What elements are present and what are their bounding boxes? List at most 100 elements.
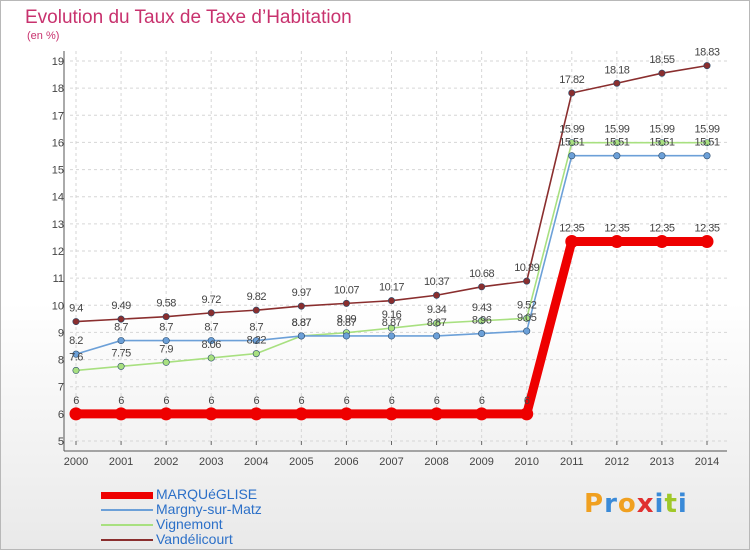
data-point (72, 366, 80, 374)
data-point (613, 139, 621, 147)
legend-item-marqueglise[interactable]: MARQUéGLISE (101, 486, 361, 503)
legend-item-margny-sur-matz[interactable]: Margny-sur-Matz (101, 501, 361, 518)
y-tick-label: 18 (52, 83, 64, 95)
legend-label: Margny-sur-Matz (156, 501, 262, 517)
data-label: 6 (299, 395, 305, 407)
x-tick-label: 2007 (379, 456, 403, 468)
data-point (568, 152, 576, 160)
data-label: 7.6 (69, 351, 83, 363)
x-tick-label: 2010 (514, 456, 538, 468)
data-label: 8.7 (114, 322, 128, 334)
data-label: 10.68 (469, 268, 494, 280)
data-label: 6 (118, 395, 124, 407)
data-label: 12.35 (604, 223, 629, 235)
x-tick-label: 2005 (289, 456, 313, 468)
logo-letter: x (636, 489, 655, 519)
data-label: 8.99 (337, 314, 357, 326)
data-point (387, 332, 395, 340)
data-point (520, 407, 534, 421)
data-point (339, 407, 353, 421)
data-point (658, 152, 666, 160)
data-labels: 6 6 6 6 6 6 6 6 6 6 6 12.35 12.35 12.35 12.35 8.2 8.7 8.7… (69, 47, 720, 407)
data-label: 8.87 (292, 317, 312, 329)
data-label: 6 (253, 395, 259, 407)
x-tick-label: 2001 (109, 456, 133, 468)
y-axis-unit: (en %) (27, 30, 60, 42)
data-label: 8.7 (159, 322, 173, 334)
y-tick-label: 9 (58, 327, 64, 339)
data-point (252, 337, 260, 345)
legend-label: Vignemont (156, 516, 223, 532)
data-point (703, 152, 711, 160)
data-point (475, 407, 489, 421)
data-point (114, 407, 128, 421)
data-point (433, 319, 441, 327)
data-label: 10.17 (379, 282, 404, 294)
data-label: 8.7 (204, 322, 218, 334)
data-point (69, 407, 83, 421)
data-label: 9.4 (69, 303, 83, 315)
data-point (613, 79, 621, 87)
y-tick-label: 13 (52, 219, 64, 231)
y-tick-label: 12 (52, 246, 64, 258)
data-label: 9.16 (382, 309, 402, 321)
data-label: 15.99 (559, 124, 584, 136)
data-point (207, 354, 215, 362)
legend-swatch (101, 492, 153, 499)
data-point (342, 332, 350, 340)
y-tick-label: 14 (52, 192, 64, 204)
data-label: 17.82 (559, 74, 584, 86)
axes (63, 51, 727, 452)
data-point (433, 332, 441, 340)
logo-letter: o (617, 489, 637, 519)
x-tick-label: 2000 (64, 456, 88, 468)
legend-label: Vandélicourt (156, 531, 233, 547)
data-label: 9.58 (156, 298, 176, 310)
y-tick-label: 8 (58, 355, 64, 367)
legend-item-vandelicourt[interactable]: Vandélicourt (101, 531, 361, 548)
legend-swatch (101, 524, 153, 526)
data-point (430, 407, 444, 421)
data-label: 6 (479, 395, 485, 407)
data-point (342, 299, 350, 307)
legend-item-vignemont[interactable]: Vignemont (101, 516, 361, 533)
data-point (297, 302, 305, 310)
data-point (204, 407, 218, 421)
data-point (610, 235, 624, 248)
y-tick-label: 11 (53, 273, 64, 285)
data-label: 18.55 (649, 54, 674, 66)
data-label: 10.37 (424, 276, 449, 288)
data-label: 9.72 (202, 294, 222, 306)
data-label: 9.97 (292, 287, 312, 299)
y-tick-label: 7 (58, 382, 64, 394)
chart-title: Evolution du Taux de Taxe d’Habitation (25, 7, 352, 28)
data-label: 6 (524, 395, 530, 407)
x-tick-label: 2014 (695, 456, 719, 468)
data-point (72, 350, 80, 358)
data-point (162, 358, 170, 366)
data-point (387, 324, 395, 332)
x-tick-label: 2012 (605, 456, 629, 468)
data-label: 15.99 (649, 124, 674, 136)
data-point (72, 318, 80, 326)
legend-swatch (101, 539, 153, 541)
series-points (69, 62, 714, 421)
data-point (703, 139, 711, 147)
data-point (297, 332, 305, 340)
y-tick-label: 10 (52, 300, 64, 312)
data-label: 8.87 (382, 317, 402, 329)
legend-swatch (101, 509, 153, 511)
data-label: 9.05 (517, 312, 537, 324)
data-point (478, 330, 486, 338)
data-point (658, 69, 666, 77)
data-point (703, 62, 711, 70)
data-point (117, 337, 125, 345)
data-label: 8.96 (472, 315, 492, 327)
data-label: 18.18 (604, 64, 629, 76)
logo-letter: i (677, 489, 688, 519)
data-point (568, 89, 576, 97)
data-label: 7.75 (111, 347, 131, 359)
y-tick-label: 16 (52, 137, 64, 149)
data-point (207, 337, 215, 345)
